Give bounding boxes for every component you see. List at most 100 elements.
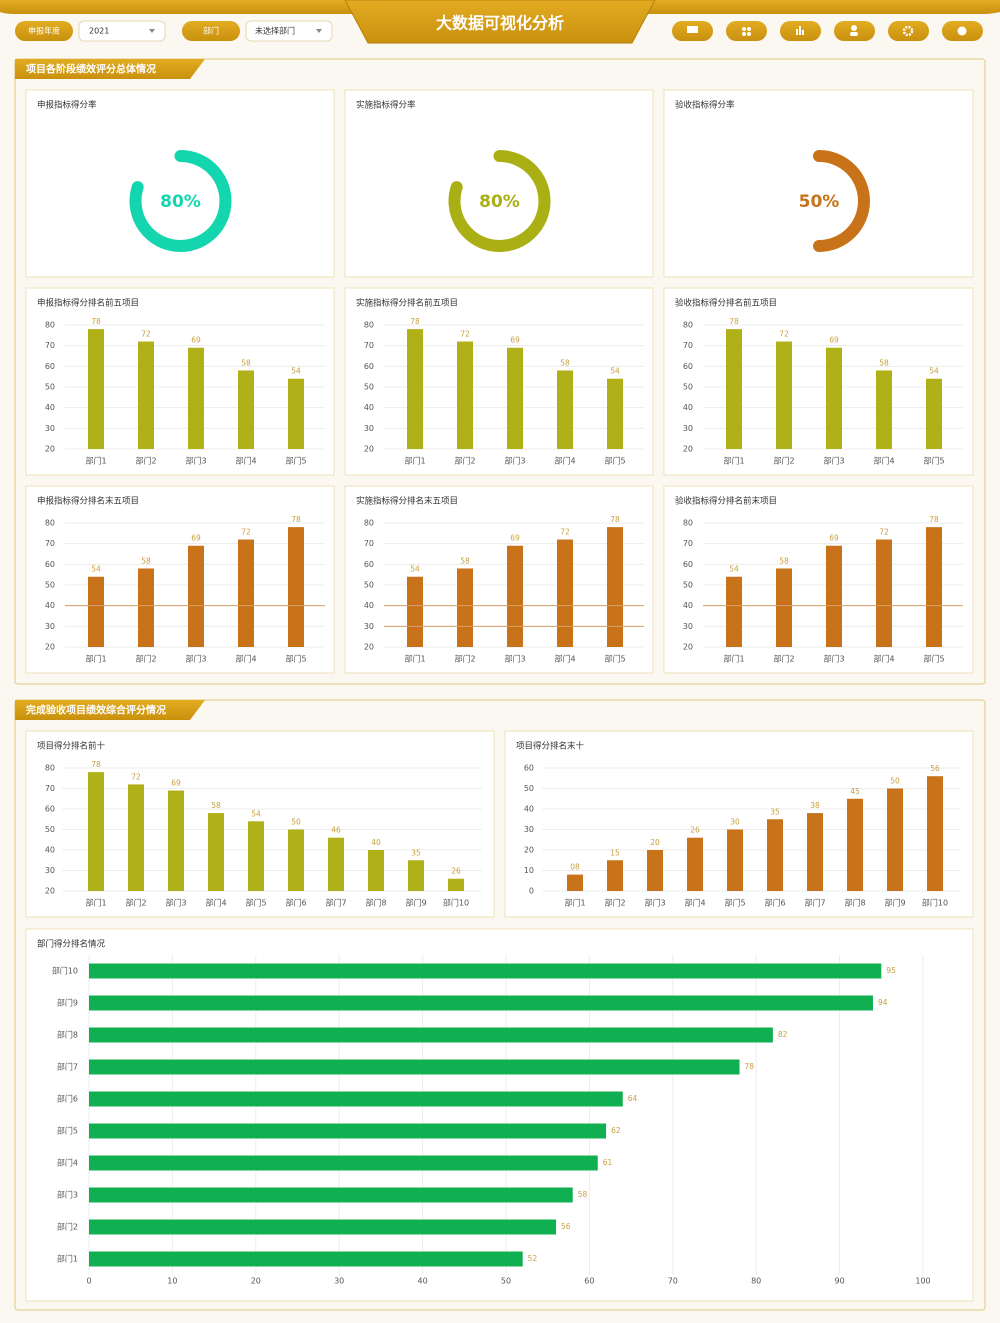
- y-tick-label: 60: [524, 764, 534, 773]
- bar: [557, 539, 573, 647]
- gauge-arc: [448, 150, 551, 252]
- bar: [288, 527, 304, 647]
- bar: [89, 995, 873, 1011]
- x-tick-label: 部门1: [404, 456, 425, 466]
- y-tick-label: 10: [524, 866, 534, 875]
- y-tick-label: 60: [683, 362, 693, 371]
- bar: [188, 347, 204, 449]
- apps-button[interactable]: [726, 21, 767, 41]
- x-tick-label: 90: [835, 1277, 845, 1286]
- x-tick-label: 部门1: [85, 654, 106, 664]
- section-tab: [15, 700, 205, 720]
- x-tick-label: 部门3: [504, 456, 525, 466]
- y-tick-label: 部门10: [52, 966, 78, 976]
- bar: [89, 1091, 623, 1107]
- y-tick-label: 50: [45, 581, 55, 590]
- year-caret: [149, 29, 155, 33]
- bar: [557, 370, 573, 449]
- x-tick-label: 40: [418, 1277, 428, 1286]
- chart-title: 验收指标得分排名前五项目: [675, 298, 777, 309]
- x-tick-label: 部门10: [443, 898, 469, 908]
- y-tick-label: 70: [45, 341, 55, 350]
- bar-value-label: 72: [460, 330, 470, 339]
- bar: [238, 370, 254, 449]
- x-tick-label: 部门3: [644, 898, 665, 908]
- bar-value-label: 72: [560, 528, 570, 537]
- x-tick-label: 70: [668, 1277, 678, 1286]
- bar: [448, 878, 464, 891]
- y-tick-label: 30: [45, 424, 55, 433]
- apps-icon: [742, 27, 751, 36]
- bar-value-label: 58: [141, 556, 151, 565]
- chart-title: 项目得分排名末十: [516, 741, 585, 752]
- dept-select[interactable]: [245, 20, 333, 42]
- y-tick-label: 50: [45, 825, 55, 834]
- chart-panel: [344, 287, 654, 476]
- x-tick-label: 部门5: [923, 456, 944, 466]
- y-tick-label: 部门9: [57, 998, 78, 1008]
- bar: [138, 568, 154, 647]
- section-panel: [14, 699, 986, 1311]
- chart-title: 实施指标得分率: [356, 100, 416, 111]
- x-tick-label: 部门8: [365, 898, 386, 908]
- x-tick-label: 10: [167, 1277, 177, 1286]
- bar-value-label: 54: [291, 367, 301, 376]
- settings-button[interactable]: [888, 21, 929, 41]
- bar: [607, 378, 623, 449]
- x-tick-label: 部门5: [285, 456, 306, 466]
- bar: [687, 837, 703, 891]
- x-tick-label: 部门5: [724, 898, 745, 908]
- x-tick-label: 30: [334, 1277, 344, 1286]
- bar: [727, 829, 743, 891]
- bar-value-label: 58: [241, 358, 251, 367]
- bar-value-label: 78: [291, 515, 301, 524]
- y-tick-label: 40: [45, 403, 55, 412]
- bar: [407, 329, 423, 449]
- x-tick-label: 100: [915, 1277, 930, 1286]
- y-tick-label: 部门1: [57, 1254, 78, 1264]
- x-tick-label: 部门4: [235, 456, 256, 466]
- x-tick-label: 80: [751, 1277, 761, 1286]
- bar: [726, 576, 742, 647]
- gauge-arc: [813, 150, 870, 252]
- y-tick-label: 40: [45, 601, 55, 610]
- x-tick-label: 部门4: [684, 898, 705, 908]
- x-tick-label: 部门4: [554, 654, 575, 664]
- bar: [457, 341, 473, 449]
- bar-value-label: 15: [610, 848, 620, 857]
- bar: [89, 1187, 573, 1203]
- bar-value-label: 08: [570, 863, 580, 872]
- bar-value-label: 38: [810, 801, 820, 810]
- x-tick-label: 部门1: [723, 654, 744, 664]
- gauge-value: 80%: [479, 192, 520, 212]
- y-tick-label: 40: [364, 601, 374, 610]
- y-tick-label: 60: [45, 362, 55, 371]
- x-tick-label: 部门2: [454, 456, 475, 466]
- x-tick-label: 60: [584, 1277, 594, 1286]
- x-tick-label: 部门7: [804, 898, 825, 908]
- bar: [457, 568, 473, 647]
- bar-value-label: 78: [729, 317, 739, 326]
- bar-value-label: 78: [91, 317, 101, 326]
- power-icon: [957, 26, 967, 36]
- x-tick-label: 部门2: [135, 456, 156, 466]
- y-tick-label: 部门6: [57, 1094, 78, 1104]
- bar: [847, 798, 863, 891]
- x-tick-label: 部门3: [165, 898, 186, 908]
- dept-label-text: 部门: [203, 26, 219, 36]
- chart-panel: [25, 928, 974, 1302]
- y-tick-label: 20: [45, 445, 55, 454]
- x-tick-label: 部门2: [604, 898, 625, 908]
- bar-value-label: 56: [930, 764, 940, 773]
- x-tick-label: 部门9: [884, 898, 905, 908]
- bar: [726, 329, 742, 449]
- bar-value-label: 40: [371, 838, 381, 847]
- year-select[interactable]: [78, 20, 166, 42]
- chart-title: 申报指标得分排名前五项目: [37, 298, 139, 309]
- bar-value-label: 95: [886, 966, 896, 975]
- x-tick-label: 部门7: [325, 898, 346, 908]
- bar-value-label: 26: [451, 867, 461, 876]
- user-button[interactable]: [834, 21, 875, 41]
- bar-value-label: 69: [191, 336, 201, 345]
- y-tick-label: 30: [683, 622, 693, 631]
